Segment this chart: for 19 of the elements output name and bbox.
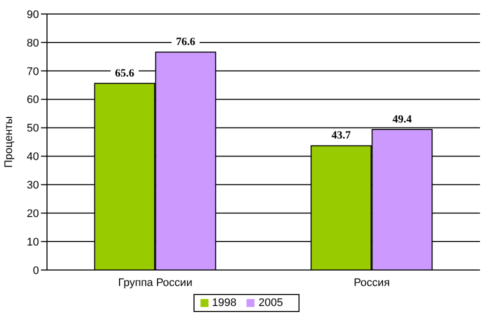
x-tick-label: Россия: [354, 276, 390, 289]
data-label: 49.4: [392, 113, 412, 126]
y-tick-label: 70: [26, 66, 39, 78]
data-label: 65.6: [115, 67, 135, 80]
data-label: 76.6: [176, 36, 196, 48]
y-tick-label: 50: [26, 122, 39, 135]
x-tick-label: Группа России: [118, 276, 192, 289]
legend-label: 2005: [258, 297, 283, 309]
y-tick-label: 90: [26, 8, 39, 21]
y-axis-title: Проценты: [2, 116, 15, 168]
y-tick-label: 60: [26, 94, 39, 106]
y-tick-label: 40: [26, 151, 39, 164]
y-tick-label: 30: [26, 180, 39, 192]
y-tick-label: 10: [26, 236, 39, 248]
y-tick-label: 0: [32, 264, 39, 277]
data-label: 43.7: [332, 130, 352, 142]
y-tick-label: 20: [26, 208, 39, 220]
legend-label: 1998: [212, 297, 236, 309]
y-tick-label: 80: [26, 37, 39, 50]
